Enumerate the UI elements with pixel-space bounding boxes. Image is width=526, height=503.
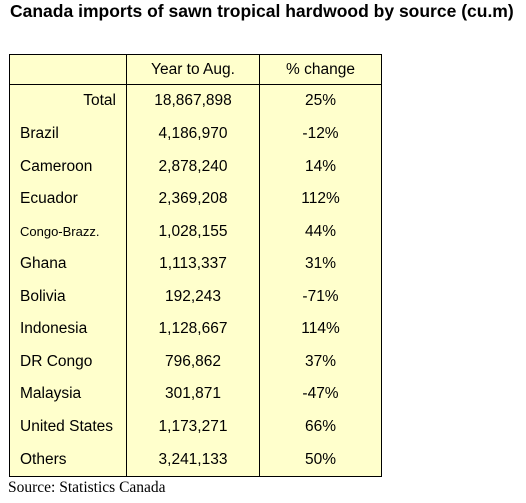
cell-source: Others: [9, 443, 127, 478]
cell-percent-change: 112%: [259, 182, 382, 216]
chart-title: Canada imports of sawn tropical hardwood…: [10, 1, 514, 21]
column-header-source: [9, 54, 127, 85]
cell-percent-change: -12%: [259, 117, 382, 151]
cell-source: Indonesia: [9, 313, 127, 346]
cell-year-to-aug: 796,862: [126, 345, 260, 379]
cell-year-to-aug: 18,867,898: [126, 84, 260, 118]
imports-table: Year to Aug. % change Total 18,867,898 25%…: [9, 54, 382, 478]
cell-year-to-aug: 301,871: [126, 378, 260, 411]
cell-percent-change: 44%: [259, 215, 382, 248]
cell-source: Ghana: [9, 247, 127, 281]
table-row: Others 3,241,133 50%: [9, 443, 382, 478]
cell-source: Total: [9, 84, 127, 118]
table-row: United States 1,173,271 66%: [9, 410, 382, 444]
cell-year-to-aug: 1,173,271: [126, 410, 260, 444]
cell-year-to-aug: 1,113,337: [126, 247, 260, 281]
table-row: Congo-Brazz. 1,028,155 44%: [9, 215, 382, 248]
cell-source: Malaysia: [9, 378, 127, 411]
header-row: Year to Aug. % change: [9, 54, 382, 85]
cell-source: Bolivia: [9, 280, 127, 313]
table-row: Malaysia 301,871 -47%: [9, 378, 382, 411]
cell-percent-change: -71%: [259, 280, 382, 313]
cell-year-to-aug: 192,243: [126, 280, 260, 313]
cell-percent-change: 37%: [259, 345, 382, 379]
cell-source: Ecuador: [9, 182, 127, 216]
cell-percent-change: 14%: [259, 150, 382, 183]
cell-percent-change: 114%: [259, 313, 382, 346]
cell-year-to-aug: 2,878,240: [126, 150, 260, 183]
cell-percent-change: -47%: [259, 378, 382, 411]
cell-year-to-aug: 1,028,155: [126, 215, 260, 248]
table-row: Cameroon 2,878,240 14%: [9, 150, 382, 183]
cell-percent-change: 50%: [259, 443, 382, 478]
cell-percent-change: 66%: [259, 410, 382, 444]
table-row: Ghana 1,113,337 31%: [9, 247, 382, 281]
cell-year-to-aug: 2,369,208: [126, 182, 260, 216]
cell-percent-change: 25%: [259, 84, 382, 118]
table-row: DR Congo 796,862 37%: [9, 345, 382, 379]
table-row: Ecuador 2,369,208 112%: [9, 182, 382, 216]
cell-source: Brazil: [9, 117, 127, 151]
table-row: Bolivia 192,243 -71%: [9, 280, 382, 313]
cell-source: United States: [9, 410, 127, 444]
table-row: Brazil 4,186,970 -12%: [9, 117, 382, 151]
column-header-year-to-aug: Year to Aug.: [126, 54, 260, 85]
cell-year-to-aug: 4,186,970: [126, 117, 260, 151]
cell-source: Cameroon: [9, 150, 127, 183]
source-note: Source: Statistics Canada: [8, 479, 166, 496]
cell-year-to-aug: 3,241,133: [126, 443, 260, 478]
cell-source: DR Congo: [9, 345, 127, 379]
cell-source: Congo-Brazz.: [9, 215, 127, 248]
column-header-percent-change: % change: [259, 54, 382, 85]
cell-year-to-aug: 1,128,667: [126, 313, 260, 346]
table-row: Indonesia 1,128,667 114%: [9, 313, 382, 346]
total-row: Total 18,867,898 25%: [9, 84, 382, 118]
cell-percent-change: 31%: [259, 247, 382, 281]
